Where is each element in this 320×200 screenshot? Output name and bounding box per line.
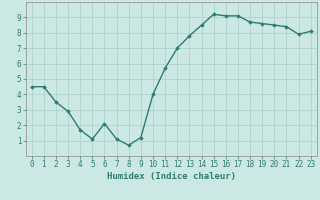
X-axis label: Humidex (Indice chaleur): Humidex (Indice chaleur) [107,172,236,181]
